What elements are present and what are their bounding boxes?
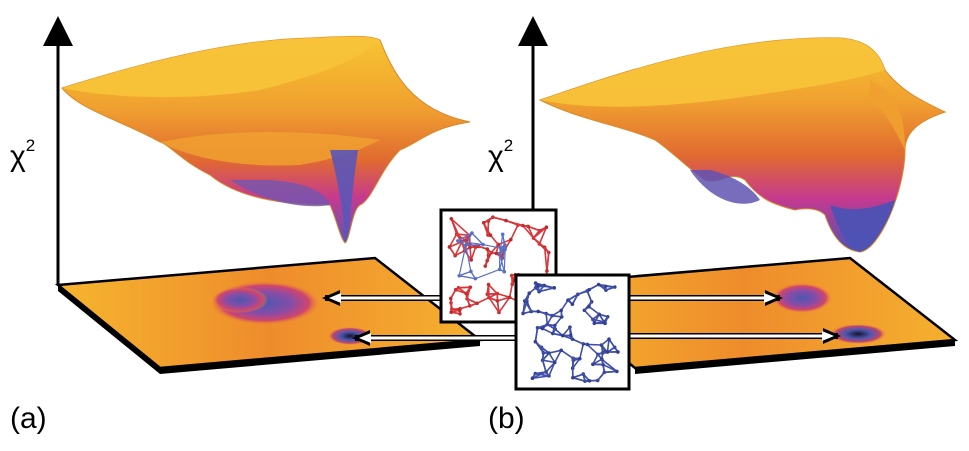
projection-minimum-broad-b <box>772 283 832 313</box>
panel-label-a: (a) <box>10 402 47 435</box>
y-axis-label-a: χ2 <box>10 136 36 173</box>
panel-a <box>43 16 520 374</box>
projection-minimum-deep-b <box>830 324 886 344</box>
y-axis-label-b: χ2 <box>488 136 514 173</box>
projection-plane-a <box>54 256 484 374</box>
chi2-surface-b <box>538 37 947 253</box>
molecular-network-blue-icon <box>514 273 631 391</box>
panel-label-b: (b) <box>488 402 525 435</box>
panel-b <box>518 16 959 374</box>
chi2-surface-a <box>61 35 471 244</box>
